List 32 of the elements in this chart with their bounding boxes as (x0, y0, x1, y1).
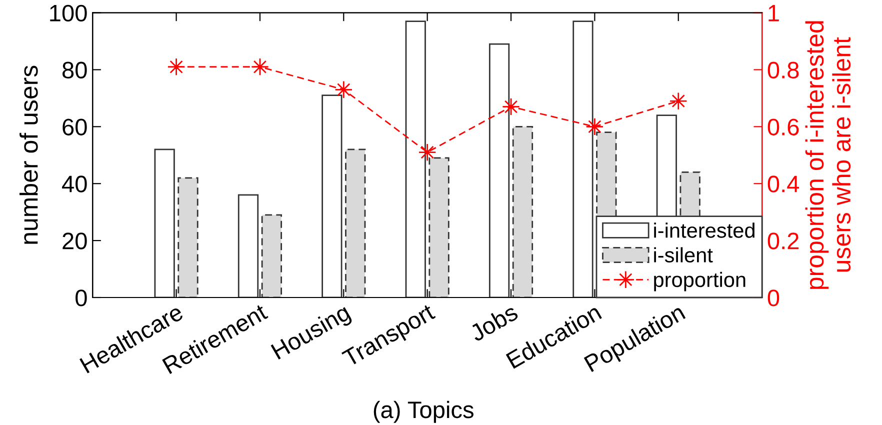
legend-label: proportion (654, 272, 746, 292)
legend-label: i-silent (654, 247, 713, 263)
y2-tick-label: 0.6 (768, 118, 799, 136)
y2-tick-label: 0.4 (768, 176, 800, 192)
bar (154, 148, 175, 298)
legend-label: i-interested (654, 222, 754, 238)
point (586, 118, 604, 136)
y-tick-label: 60 (62, 118, 87, 136)
y2-tick-label: 0.2 (768, 232, 799, 250)
y2-axis-title: proportion of i-interested users who are i-silent (805, 21, 851, 289)
y-tick-label: 0 (76, 290, 87, 306)
bar (405, 20, 426, 298)
point (167, 58, 186, 76)
bar (322, 94, 342, 298)
y2-tick-label: 0.8 (768, 62, 799, 78)
y-tick-label: 80 (62, 62, 87, 78)
bar (345, 148, 366, 298)
bar (261, 214, 282, 298)
text: (a) Topics (374, 400, 474, 423)
bar (238, 194, 259, 298)
y2-tick-label: 1 (768, 5, 779, 22)
bar (488, 43, 510, 298)
bar (512, 126, 534, 298)
y-tick-label: 20 (62, 232, 87, 250)
bar (178, 177, 198, 298)
point (418, 143, 436, 162)
bar (572, 20, 594, 298)
bar (428, 157, 450, 298)
y-tick-label: 40 (62, 176, 87, 192)
y-axis-title: number of users (20, 66, 38, 244)
y2-tick-label: 0 (768, 290, 780, 306)
y-tick-label: 100 (50, 4, 87, 22)
